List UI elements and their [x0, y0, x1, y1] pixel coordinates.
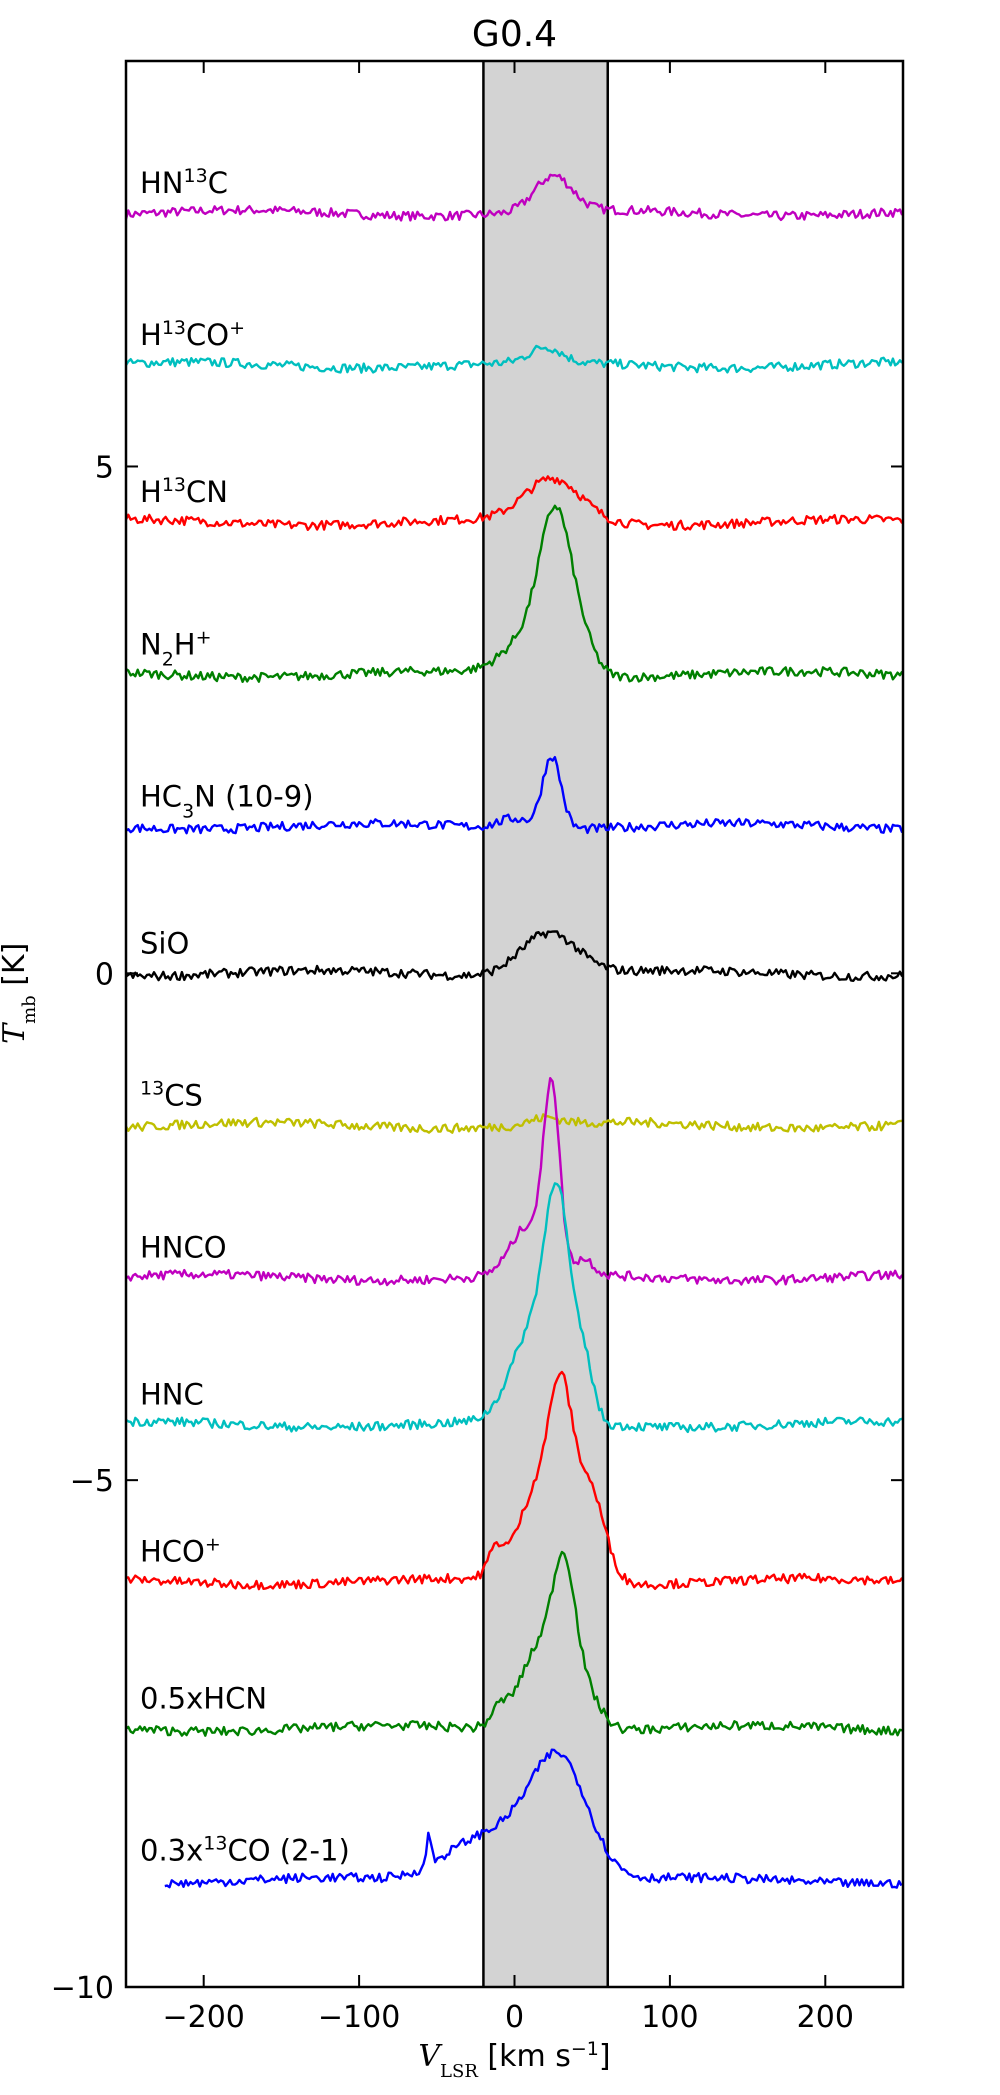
spectrum-line	[125, 1077, 904, 1287]
series-label: HNCO	[140, 1230, 227, 1264]
y-tick-label: −5	[70, 1464, 114, 1499]
chart-title: G0.4	[472, 14, 557, 55]
x-tick-label: 0	[505, 2000, 524, 2035]
shaded-band-layer	[482, 61, 609, 1987]
spectrum-line	[164, 1748, 903, 1889]
series-layer	[124, 173, 904, 1889]
x-axis-label: VLSR [km s−1]	[418, 2038, 610, 2082]
series-label: SiO	[140, 926, 189, 960]
spectrum-line	[125, 1550, 903, 1737]
x-tick-label: 100	[641, 2000, 698, 2035]
spectrum-line	[125, 504, 904, 683]
series-label: 13CS	[140, 1077, 203, 1112]
series-label: 0.5xHCN	[140, 1682, 267, 1716]
series-label: H13CN	[140, 474, 228, 509]
x-tick-label: 200	[797, 2000, 854, 2035]
series-label: HC3N (10-9)	[140, 779, 314, 822]
spectrum-line	[124, 173, 904, 222]
spectrum-line	[125, 756, 904, 835]
spectrum-line	[125, 1182, 903, 1434]
axes-layer: −200 −100 0 100 200 −10 −5 0 5	[51, 59, 905, 2035]
series-label: N2H+	[140, 626, 212, 670]
shaded-velocity-band	[483, 61, 608, 1987]
series-label: HNC	[140, 1377, 204, 1411]
x-tick-label: −100	[318, 2000, 400, 2035]
y-tick-label: −10	[51, 1971, 114, 2006]
spectrum-line	[126, 1370, 904, 1591]
y-axis-label: Tmb [K]	[0, 943, 40, 1044]
series-label: 0.3x13CO (2-1)	[140, 1833, 350, 1868]
spectrum-line	[124, 1113, 903, 1134]
y-tick-label: 5	[95, 450, 114, 485]
spectrum-line	[124, 344, 904, 374]
spectrum-line	[124, 475, 904, 531]
y-tick-label: 0	[95, 957, 114, 992]
spectrum-line	[125, 930, 904, 982]
series-label-layer: HN13C H13CO+ H13CN N2H+ HC3N (10-9) SiO 13CS HN…	[140, 165, 350, 1868]
x-tick-label: −200	[162, 2000, 244, 2035]
series-label: H13CO+	[140, 317, 245, 352]
series-label: HCO+	[140, 1534, 221, 1569]
series-label: HN13C	[140, 165, 228, 200]
